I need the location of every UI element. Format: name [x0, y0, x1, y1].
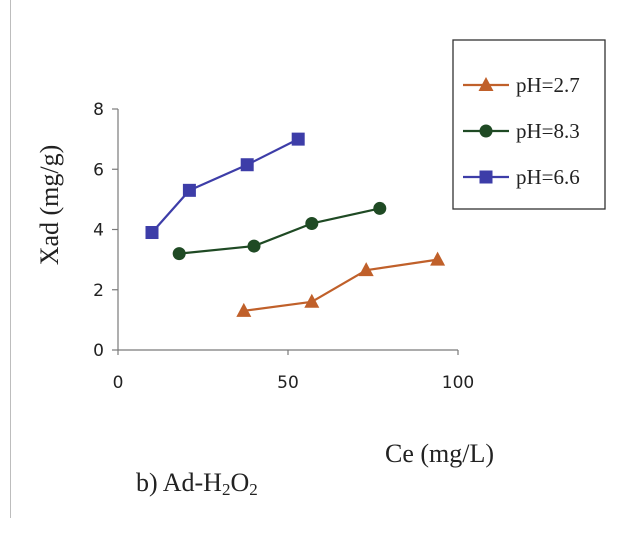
data-point: [240, 158, 254, 172]
legend: pH=2.7 pH=8.3 pH=6.6: [452, 39, 606, 210]
data-point: [172, 247, 186, 261]
series-triangle: [236, 251, 446, 317]
frame-divider-line: [10, 0, 11, 518]
x-axis-title: Ce (mg/L): [385, 439, 494, 468]
series-circle: [172, 201, 387, 261]
data-point: [430, 251, 446, 266]
legend-entry: pH=6.6: [463, 165, 580, 189]
y-tick-label: 8: [93, 100, 104, 120]
y-tick-label: 2: [93, 281, 104, 301]
series-square: [145, 132, 305, 240]
legend-entry: pH=8.3: [463, 119, 580, 143]
data-point: [236, 302, 252, 317]
legend-label: pH=6.6: [516, 165, 580, 189]
y-tick-label: 0: [93, 341, 104, 361]
data-point: [145, 226, 159, 240]
caption-middle: O: [230, 468, 250, 497]
data-point: [182, 183, 196, 197]
legend-label: pH=2.7: [516, 73, 580, 97]
x-tick-label: 100: [442, 373, 474, 393]
series-line: [243, 258, 438, 312]
data-point: [305, 216, 319, 230]
legend-box: [452, 39, 606, 210]
x-tick-label: 50: [277, 373, 299, 393]
data-point: [358, 262, 374, 277]
legend-marker: [479, 170, 493, 184]
x-tick-label: 0: [113, 373, 124, 393]
data-point: [373, 201, 387, 215]
legend-label: pH=8.3: [516, 119, 580, 143]
y-tick-label: 4: [93, 221, 104, 241]
series-line: [179, 207, 381, 255]
data-point: [291, 132, 305, 146]
series-layer: [145, 132, 446, 317]
data-point: [247, 239, 261, 253]
caption-prefix: b) Ad-H: [136, 468, 222, 497]
y-axis-title: Xad (mg/g): [35, 145, 64, 266]
legend-marker: [479, 124, 493, 138]
axes: 0 2 4 6 8 0 50 100: [93, 100, 474, 393]
caption-subscript-2: 2: [249, 480, 258, 499]
series-line: [151, 138, 299, 234]
caption-subscript-1: 2: [221, 480, 231, 499]
y-tick-label: 6: [93, 160, 104, 180]
chart-caption: b) Ad-H2O2: [136, 468, 258, 500]
legend-entry: pH=2.7: [463, 73, 580, 97]
legend-marker: [478, 77, 494, 91]
data-point: [304, 293, 320, 308]
